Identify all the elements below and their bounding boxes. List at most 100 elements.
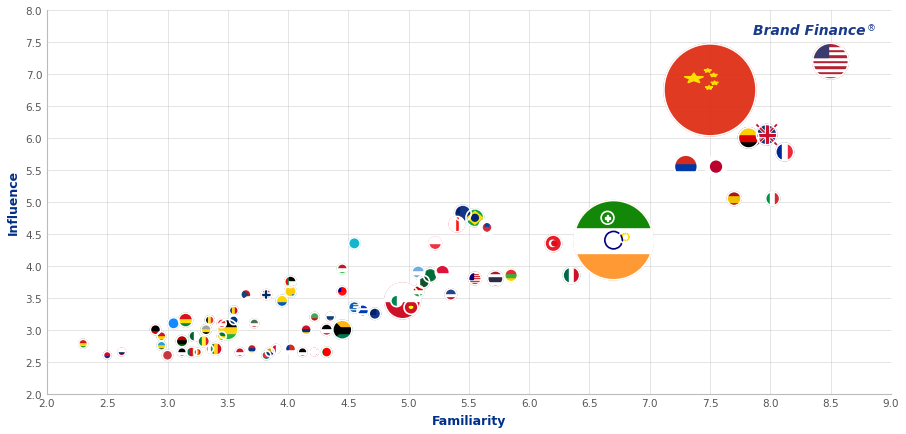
- Bar: [333, 333, 352, 339]
- Bar: [321, 324, 333, 328]
- Ellipse shape: [619, 231, 632, 244]
- Bar: [574, 267, 580, 284]
- Ellipse shape: [505, 270, 517, 282]
- Bar: [573, 201, 653, 227]
- Bar: [118, 351, 126, 354]
- Bar: [813, 47, 848, 49]
- Bar: [261, 292, 272, 293]
- Ellipse shape: [349, 302, 360, 313]
- Bar: [198, 335, 202, 347]
- Ellipse shape: [178, 313, 193, 327]
- Bar: [103, 352, 111, 355]
- Bar: [390, 296, 397, 307]
- Bar: [776, 144, 782, 161]
- Bar: [417, 276, 419, 289]
- Text: ®: ®: [866, 24, 875, 33]
- Ellipse shape: [471, 215, 478, 222]
- Bar: [157, 332, 166, 335]
- Bar: [505, 278, 517, 282]
- Bar: [177, 343, 188, 347]
- Ellipse shape: [284, 286, 296, 297]
- Bar: [301, 325, 312, 328]
- Ellipse shape: [157, 342, 166, 350]
- Bar: [236, 354, 245, 357]
- Ellipse shape: [369, 308, 381, 320]
- Bar: [217, 343, 222, 355]
- Bar: [813, 53, 848, 55]
- Bar: [445, 293, 457, 297]
- Bar: [445, 289, 457, 293]
- Bar: [813, 58, 848, 61]
- Ellipse shape: [429, 237, 441, 250]
- Bar: [247, 348, 256, 351]
- Ellipse shape: [298, 348, 307, 357]
- Text: Brand Finance: Brand Finance: [753, 24, 865, 38]
- Bar: [202, 335, 206, 347]
- Polygon shape: [711, 82, 718, 85]
- Bar: [468, 276, 481, 277]
- Bar: [157, 347, 166, 350]
- Bar: [79, 339, 88, 342]
- Bar: [190, 347, 193, 357]
- Bar: [813, 77, 848, 80]
- Ellipse shape: [549, 240, 555, 247]
- Bar: [385, 283, 420, 301]
- Bar: [217, 325, 226, 328]
- Polygon shape: [684, 74, 703, 83]
- Ellipse shape: [545, 236, 562, 252]
- Bar: [813, 44, 848, 47]
- Bar: [261, 290, 272, 292]
- Bar: [118, 354, 126, 356]
- Ellipse shape: [776, 144, 794, 161]
- Bar: [487, 276, 503, 281]
- Polygon shape: [623, 234, 624, 235]
- Bar: [211, 345, 214, 353]
- Ellipse shape: [217, 332, 226, 341]
- Ellipse shape: [705, 156, 727, 178]
- Bar: [150, 325, 160, 330]
- Bar: [349, 302, 352, 307]
- Ellipse shape: [710, 162, 721, 173]
- Bar: [209, 343, 214, 355]
- Bar: [337, 286, 341, 292]
- Bar: [178, 348, 187, 351]
- Bar: [727, 192, 741, 196]
- Bar: [241, 290, 251, 295]
- Ellipse shape: [487, 271, 503, 286]
- Bar: [607, 215, 608, 221]
- Polygon shape: [629, 237, 630, 238]
- Bar: [487, 274, 503, 276]
- Bar: [298, 348, 307, 351]
- Bar: [206, 335, 209, 347]
- Bar: [468, 274, 481, 275]
- Ellipse shape: [417, 276, 429, 289]
- Bar: [349, 306, 360, 307]
- Ellipse shape: [766, 192, 780, 206]
- Bar: [322, 347, 324, 357]
- Bar: [298, 351, 307, 354]
- Bar: [298, 354, 307, 357]
- Bar: [412, 286, 424, 290]
- Bar: [261, 296, 272, 298]
- Ellipse shape: [301, 325, 312, 335]
- Bar: [369, 308, 375, 314]
- Bar: [324, 347, 332, 357]
- Ellipse shape: [727, 192, 741, 206]
- Bar: [79, 345, 88, 349]
- Ellipse shape: [412, 286, 424, 297]
- Bar: [217, 322, 226, 325]
- Bar: [208, 316, 211, 325]
- Bar: [301, 328, 312, 332]
- Ellipse shape: [478, 220, 496, 236]
- Bar: [326, 313, 334, 316]
- Bar: [429, 237, 441, 244]
- Ellipse shape: [198, 335, 209, 347]
- Bar: [250, 325, 259, 328]
- Bar: [265, 348, 275, 351]
- Ellipse shape: [236, 348, 245, 357]
- Bar: [445, 297, 457, 301]
- Bar: [436, 273, 449, 279]
- Bar: [349, 308, 360, 309]
- Ellipse shape: [187, 347, 197, 357]
- Ellipse shape: [264, 353, 268, 358]
